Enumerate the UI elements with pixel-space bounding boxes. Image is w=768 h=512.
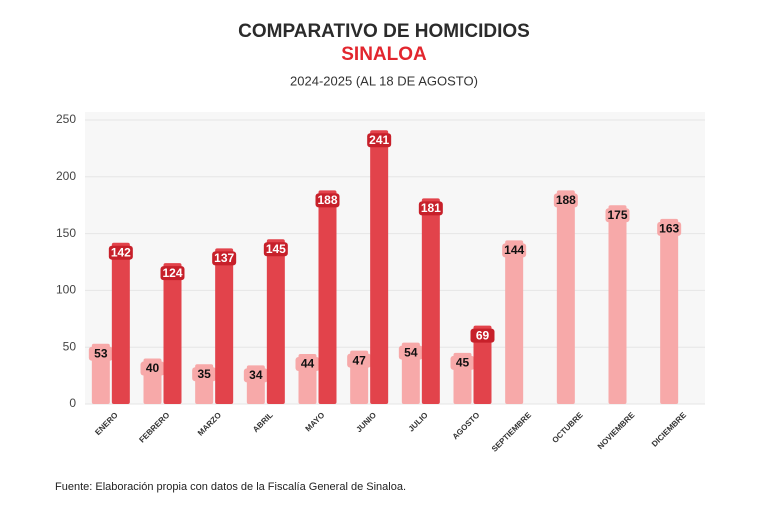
value-label-bg	[243, 368, 268, 383]
value-label: 188	[556, 193, 576, 207]
value-label: 45	[456, 356, 470, 370]
y-tick-label: 100	[56, 283, 76, 297]
bar	[266, 239, 285, 404]
value-label: 145	[266, 242, 286, 256]
bar	[505, 240, 524, 404]
bar	[318, 190, 337, 404]
value-label: 142	[111, 245, 131, 259]
value-label-bg	[367, 133, 392, 148]
plot-area	[85, 112, 705, 404]
bar	[556, 190, 575, 404]
value-label: 54	[404, 345, 418, 359]
bar	[111, 242, 130, 404]
chart-subtitle-2: 2024-2025 (AL 18 DE AGOSTO)	[290, 73, 478, 88]
value-label: 144	[504, 243, 524, 257]
value-label-bg	[605, 208, 630, 223]
y-tick-label: 50	[63, 339, 77, 353]
y-tick-label: 150	[56, 226, 76, 240]
value-label-bg	[263, 242, 288, 257]
value-label-bg	[315, 193, 340, 208]
y-tick-label: 0	[69, 396, 76, 410]
bar	[370, 130, 389, 404]
value-label: 181	[421, 201, 441, 215]
value-label-bg	[212, 251, 237, 266]
value-label-bg	[398, 345, 423, 360]
bar	[608, 205, 627, 404]
value-label: 163	[659, 222, 679, 236]
value-label: 35	[197, 367, 211, 381]
value-label: 53	[94, 346, 108, 360]
bar	[215, 248, 234, 404]
value-label: 175	[607, 208, 627, 222]
value-label-bg	[553, 193, 578, 208]
value-label-bg	[470, 328, 495, 343]
chart-subtitle: SINALOA	[341, 44, 427, 65]
value-label: 137	[214, 251, 234, 265]
value-label-bg	[450, 355, 475, 370]
value-label-bg	[295, 357, 320, 372]
value-label: 47	[352, 353, 366, 367]
value-label: 188	[317, 193, 337, 207]
value-label-bg	[418, 201, 443, 216]
value-label-bg	[192, 367, 217, 382]
y-tick-label: 200	[56, 169, 76, 183]
source-note: Fuente: Elaboración propia con datos de …	[55, 481, 406, 493]
value-label-bg	[160, 266, 185, 281]
value-label: 69	[476, 328, 490, 342]
value-label-bg	[657, 221, 682, 236]
bar	[660, 218, 679, 404]
value-label: 124	[162, 266, 182, 280]
value-label: 34	[249, 368, 263, 382]
value-label: 44	[301, 357, 315, 371]
value-label-bg	[140, 361, 165, 376]
value-label-bg	[502, 243, 527, 258]
bar	[473, 325, 492, 404]
bar	[421, 198, 440, 404]
chart-title: COMPARATIVO DE HOMICIDIOS	[238, 21, 530, 42]
y-tick-label: 250	[56, 112, 76, 126]
value-label-bg	[88, 346, 113, 361]
value-label-bg	[347, 353, 372, 368]
value-label: 40	[146, 361, 160, 375]
value-label-bg	[108, 245, 133, 260]
bar	[163, 263, 182, 404]
value-label: 241	[369, 133, 389, 147]
